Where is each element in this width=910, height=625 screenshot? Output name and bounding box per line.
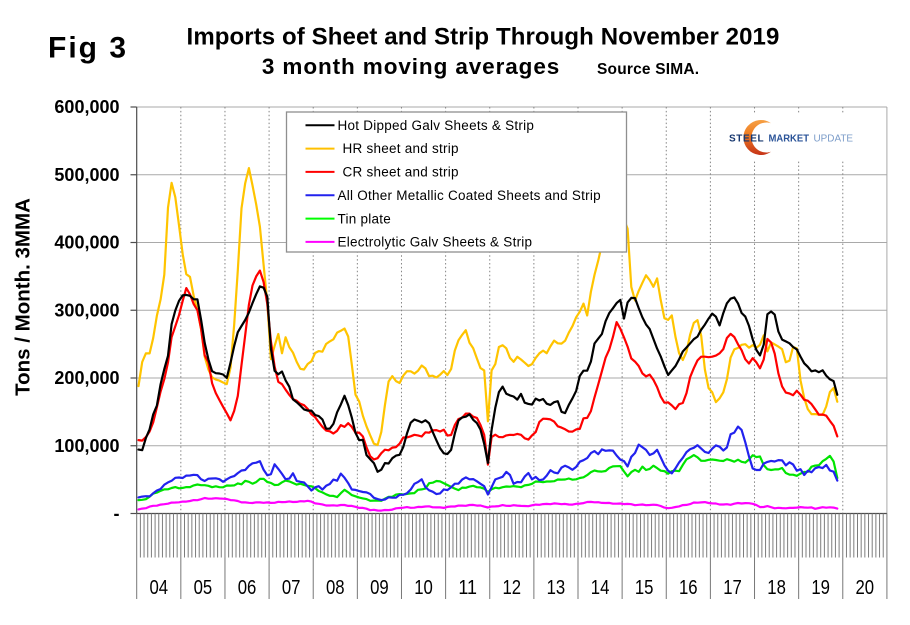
svg-text:Fig 3: Fig 3 — [48, 32, 128, 65]
svg-text:10: 10 — [414, 577, 433, 599]
svg-text:18: 18 — [767, 577, 786, 599]
svg-text:Tin plate: Tin plate — [338, 211, 392, 226]
svg-text:UPDATE: UPDATE — [814, 134, 854, 145]
svg-text:600,000: 600,000 — [54, 97, 119, 117]
svg-text:20: 20 — [856, 577, 875, 599]
svg-text:-: - — [114, 504, 120, 524]
svg-text:CR sheet and strip: CR sheet and strip — [343, 165, 459, 180]
svg-text:300,000: 300,000 — [54, 300, 119, 320]
svg-text:All Other Metallic Coated Shee: All Other Metallic Coated Sheets and Str… — [338, 188, 601, 203]
svg-text:19: 19 — [811, 577, 830, 599]
svg-text:Imports of Sheet and Strip Thr: Imports of Sheet and Strip Through Novem… — [187, 24, 780, 51]
svg-text:16: 16 — [679, 577, 698, 599]
svg-text:17: 17 — [723, 577, 742, 599]
svg-text:05: 05 — [194, 577, 213, 599]
svg-text:13: 13 — [547, 577, 566, 599]
svg-text:12: 12 — [503, 577, 522, 599]
svg-text:Hot Dipped Galv Sheets & Strip: Hot Dipped Galv Sheets & Strip — [338, 118, 535, 133]
svg-text:100,000: 100,000 — [54, 436, 119, 456]
svg-text:06: 06 — [238, 577, 257, 599]
svg-text:04: 04 — [150, 577, 169, 599]
svg-text:400,000: 400,000 — [54, 233, 119, 253]
svg-text:3 month moving averages: 3 month moving averages — [262, 54, 560, 79]
svg-text:STEEL: STEEL — [729, 134, 764, 145]
svg-text:11: 11 — [458, 577, 477, 599]
svg-text:15: 15 — [635, 577, 654, 599]
svg-text:07: 07 — [282, 577, 301, 599]
svg-text:14: 14 — [591, 577, 610, 599]
svg-text:Electrolytic Galv Sheets & Str: Electrolytic Galv Sheets & Strip — [338, 235, 533, 250]
svg-text:09: 09 — [370, 577, 389, 599]
svg-text:200,000: 200,000 — [54, 368, 119, 388]
svg-text:08: 08 — [326, 577, 345, 599]
svg-text:Tons / Month. 3MMA: Tons / Month. 3MMA — [12, 198, 35, 396]
svg-text:Source SIMA.: Source SIMA. — [597, 61, 699, 78]
svg-text:500,000: 500,000 — [54, 165, 119, 185]
svg-text:HR sheet and strip: HR sheet and strip — [343, 141, 459, 156]
svg-text:MARKET: MARKET — [769, 134, 810, 145]
